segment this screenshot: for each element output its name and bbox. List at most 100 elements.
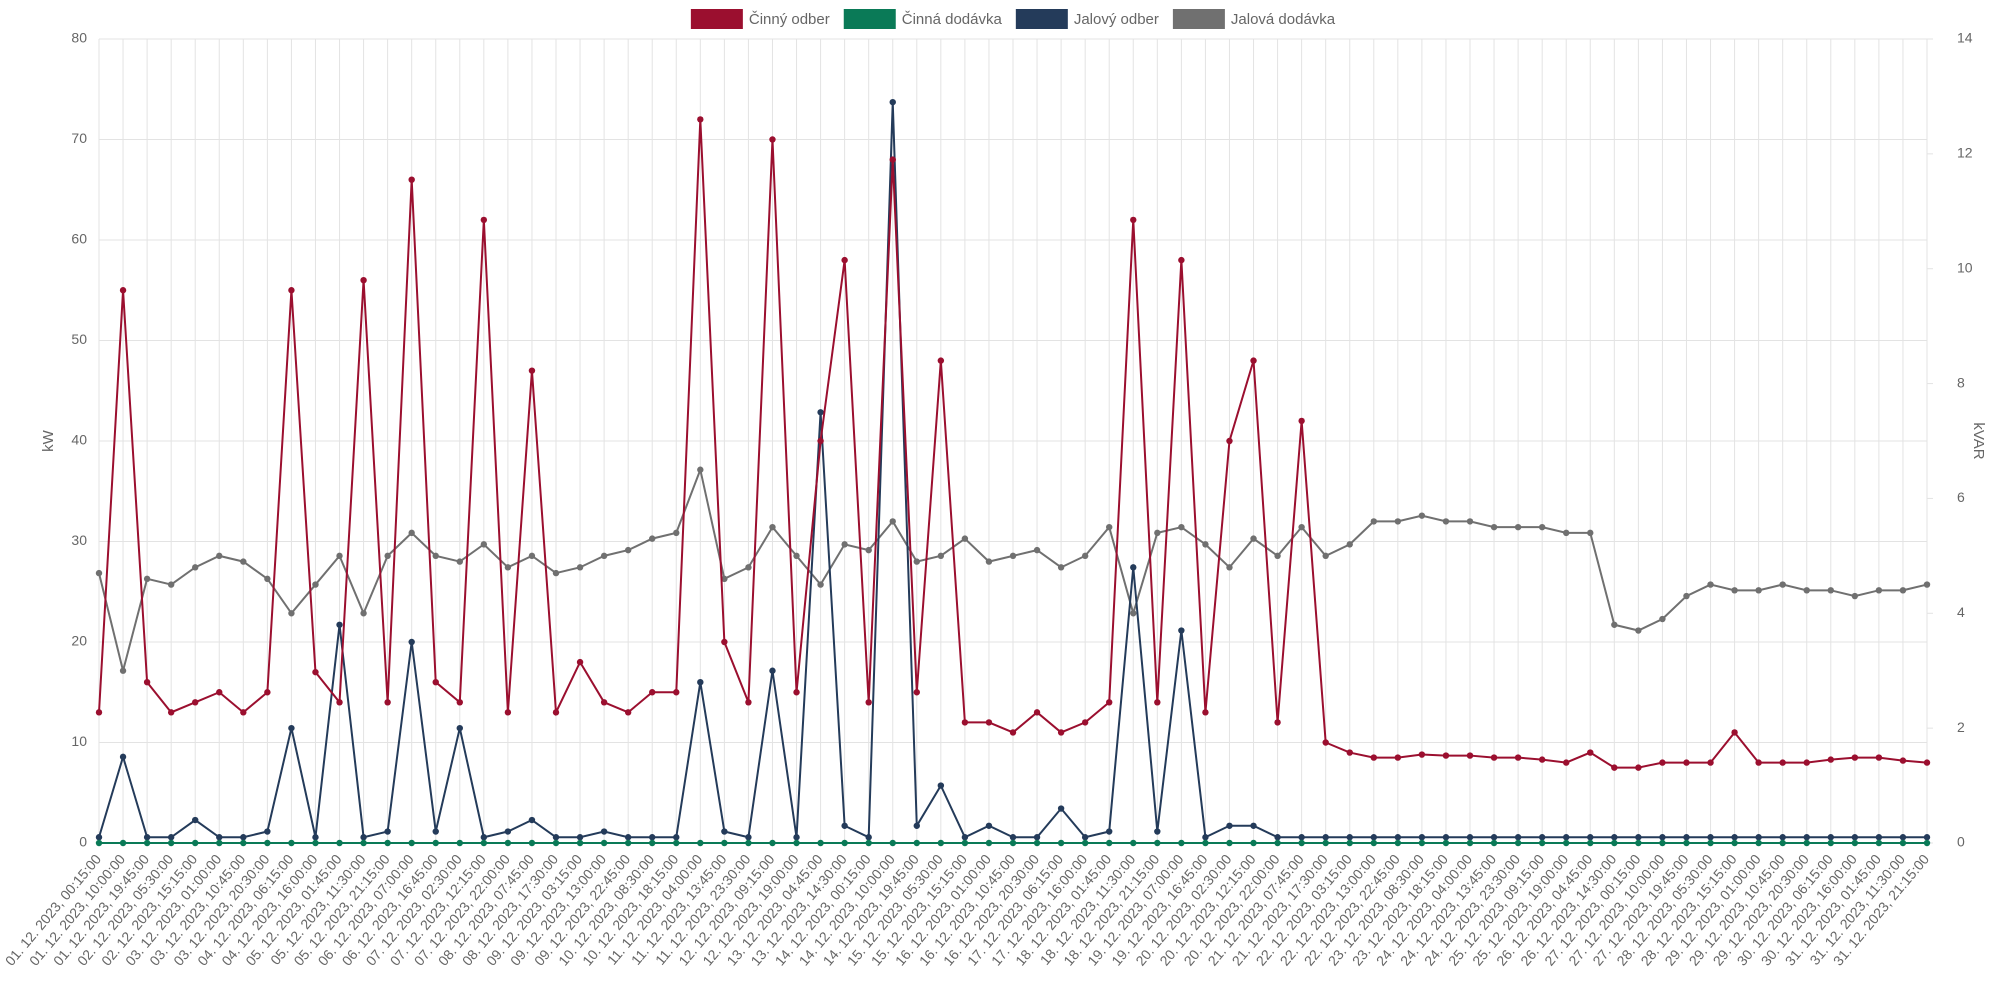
data-point (480, 839, 488, 847)
data-point (1538, 839, 1546, 847)
data-point (1899, 757, 1907, 764)
data-point (1707, 581, 1714, 588)
data-point (408, 529, 415, 537)
data-point (1178, 256, 1185, 264)
data-point (1755, 839, 1762, 847)
data-point (1611, 764, 1618, 771)
data-point (1394, 839, 1402, 847)
data-point (1322, 834, 1329, 841)
data-point (1202, 541, 1209, 548)
data-point (143, 839, 151, 847)
data-point (1394, 834, 1402, 841)
data-point (1009, 552, 1017, 560)
data-point (1707, 759, 1714, 766)
y2-tick-label: 0 (1957, 834, 1965, 850)
data-point (1394, 518, 1402, 525)
y-tick-label: 0 (79, 834, 87, 850)
data-point (1538, 756, 1546, 763)
data-point (1635, 627, 1642, 634)
data-point (432, 552, 439, 560)
data-point (1851, 592, 1859, 600)
data-point (769, 667, 776, 674)
data-point (1226, 839, 1233, 847)
data-point (312, 581, 319, 588)
data-point (1442, 839, 1450, 847)
data-point (1298, 834, 1305, 841)
data-point (456, 699, 463, 706)
data-point (1514, 754, 1522, 761)
data-point (1490, 839, 1498, 847)
data-point (456, 839, 463, 847)
data-point (889, 839, 896, 847)
data-point (1635, 834, 1642, 841)
data-point (240, 834, 247, 841)
data-point (1154, 529, 1161, 537)
data-point (504, 828, 512, 835)
data-point (95, 834, 103, 841)
y2-tick-label: 4 (1957, 604, 1965, 620)
data-point (1803, 839, 1810, 847)
data-point (1322, 839, 1329, 847)
data-point (1659, 839, 1666, 847)
data-point (721, 575, 728, 583)
data-point (1033, 839, 1041, 847)
data-point (1731, 729, 1738, 736)
data-point (1298, 417, 1305, 425)
data-point (1755, 587, 1762, 594)
data-point (745, 699, 752, 706)
data-point (1370, 518, 1377, 525)
data-point (624, 834, 632, 841)
data-point (1851, 839, 1859, 847)
data-point (1611, 839, 1618, 847)
y-tick-label: 60 (71, 231, 87, 247)
data-point (1923, 581, 1931, 588)
legend-label: Činná dodávka (902, 11, 1003, 28)
data-point (961, 834, 969, 841)
data-point (1683, 592, 1690, 600)
data-point (1611, 621, 1618, 628)
data-point (1731, 587, 1738, 594)
data-point (1322, 552, 1329, 560)
data-point (384, 839, 391, 847)
data-point (1827, 839, 1834, 847)
data-point (1226, 564, 1233, 571)
data-point (288, 610, 295, 617)
data-point (961, 719, 969, 726)
data-point (336, 699, 343, 706)
data-point (1106, 523, 1113, 531)
data-point (1707, 839, 1714, 847)
data-point (1851, 834, 1859, 841)
data-point (552, 839, 560, 847)
data-point (697, 679, 704, 686)
data-point (1899, 834, 1907, 841)
data-point (913, 558, 920, 565)
data-point (1081, 719, 1089, 726)
y-tick-label: 30 (71, 532, 87, 548)
data-point (264, 689, 271, 696)
data-point (1899, 839, 1907, 847)
data-point (624, 546, 632, 554)
data-point (1923, 834, 1931, 841)
data-point (1851, 754, 1859, 761)
data-point (1178, 627, 1185, 634)
data-point (600, 839, 608, 847)
data-point (1466, 839, 1474, 847)
data-point (1226, 822, 1233, 829)
data-point (1178, 523, 1185, 531)
data-point (1899, 587, 1907, 594)
data-point (817, 437, 824, 445)
data-point (192, 839, 199, 847)
data-point (95, 709, 103, 716)
data-point (1683, 834, 1690, 841)
data-point (1514, 834, 1522, 841)
data-point (1587, 529, 1594, 537)
data-point (1009, 729, 1017, 736)
data-point (865, 699, 872, 706)
data-point (432, 839, 439, 847)
data-point (384, 699, 391, 706)
data-point (336, 621, 343, 628)
data-point (1130, 610, 1137, 617)
data-point (1202, 834, 1209, 841)
data-point (1538, 523, 1546, 531)
data-point (1803, 759, 1810, 766)
